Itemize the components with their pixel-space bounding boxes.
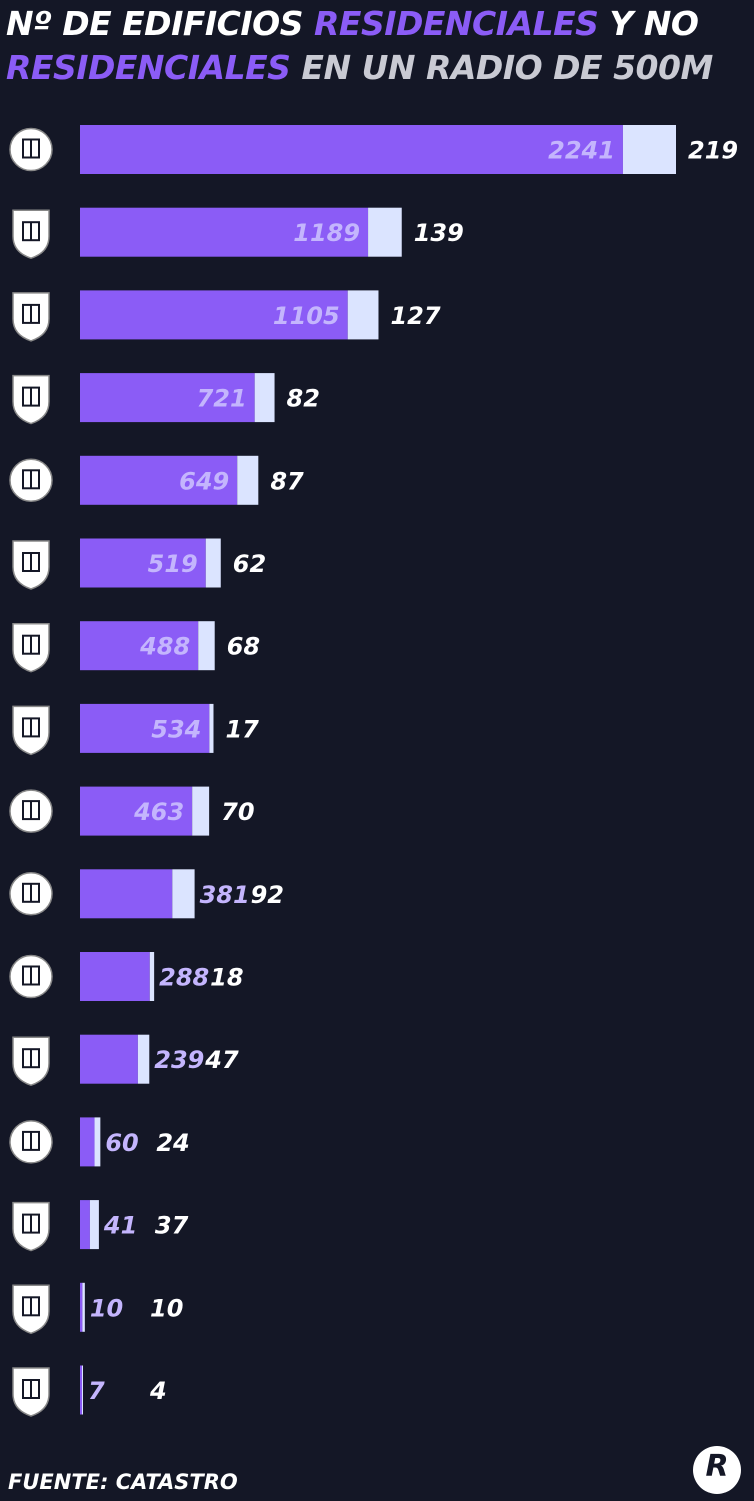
bar-residential-15	[80, 1365, 82, 1415]
label-residential-4: 649	[179, 467, 229, 495]
valladolid-crest	[12, 1284, 50, 1335]
label-non-residential-8: 70	[221, 798, 254, 826]
label-residential-14: 10	[90, 1294, 123, 1322]
label-non-residential-0: 219	[688, 137, 738, 165]
bar-residential-1	[80, 207, 369, 257]
bar-non-residential-11	[137, 1034, 150, 1084]
sevilla-crest	[12, 292, 50, 342]
label-non-residential-3: 82	[287, 385, 320, 413]
brand-logo-text: R	[705, 1449, 729, 1484]
title-part-1: Nº DE EDIFICIOS	[6, 4, 314, 43]
label-non-residential-15: 4	[149, 1377, 167, 1405]
villarreal-crest	[9, 127, 53, 172]
bar-non-residential-9	[172, 869, 195, 919]
title-part-4b: RESIDENCIALES	[6, 48, 291, 87]
label-non-residential-13: 37	[155, 1212, 189, 1240]
label-residential-8: 463	[133, 798, 184, 826]
label-non-residential-9: 92	[251, 881, 284, 909]
label-residential-1: 1189	[293, 219, 360, 247]
bar-non-residential-2	[347, 290, 379, 340]
label-residential-10: 288	[159, 964, 209, 992]
label-residential-13: 41	[103, 1212, 137, 1240]
title-part-4: NO RESIDENCIALES	[6, 4, 699, 87]
label-residential-5: 519	[148, 550, 198, 578]
label-residential-7: 534	[151, 715, 201, 743]
title-part-4a: NO	[643, 4, 699, 43]
celta-crest	[12, 540, 50, 590]
bar-residential-11	[80, 1034, 138, 1084]
bar-chart: 2241 219 1189 139 1105 127 721 82 649 87 519 62 488 6…	[9, 125, 738, 1417]
label-non-residential-10: 18	[210, 964, 243, 992]
bar-non-residential-4	[237, 455, 259, 505]
label-residential-11: 239	[154, 1046, 204, 1074]
atletico-madrid-crest	[12, 1367, 50, 1417]
bar-non-residential-3	[254, 373, 275, 423]
label-residential-12: 60	[105, 1129, 138, 1157]
label-residential-3: 721	[197, 385, 247, 413]
valencia-crest	[9, 789, 53, 833]
bar-non-residential-14	[82, 1282, 85, 1332]
bar-residential-3	[80, 373, 255, 423]
label-residential-6: 488	[139, 633, 190, 661]
bar-residential-5	[80, 538, 206, 588]
title-part-3: Y	[598, 4, 644, 43]
bar-residential-0	[80, 125, 623, 174]
chart-title: Nº DE EDIFICIOS RESIDENCIALES Y NO RESID…	[6, 2, 754, 90]
bar-residential-4	[80, 455, 238, 505]
label-residential-2: 1105	[273, 302, 340, 330]
bar-residential-10	[80, 952, 150, 1001]
title-part-5: EN UN RADIO DE 500M	[290, 48, 713, 87]
label-non-residential-2: 127	[390, 302, 440, 330]
bar-residential-7	[80, 703, 210, 753]
bar-non-residential-6	[198, 621, 215, 671]
label-residential-15: 7	[88, 1377, 105, 1405]
bar-non-residential-13	[89, 1200, 99, 1250]
bar-non-residential-15	[82, 1365, 83, 1415]
rayo-vallecano-crest	[12, 209, 50, 259]
real-betis-crest	[12, 374, 50, 425]
label-non-residential-11: 47	[204, 1046, 239, 1074]
title-part-2: RESIDENCIALES	[313, 4, 599, 43]
bar-non-residential-10	[149, 952, 155, 1001]
bar-residential-6	[80, 621, 199, 671]
bar-residential-9	[80, 869, 173, 919]
label-non-residential-14: 10	[150, 1294, 183, 1322]
mallorca-crest	[12, 1036, 50, 1086]
source-footer: FUENTE: CATASTRO	[8, 1470, 238, 1494]
label-non-residential-5: 62	[233, 550, 266, 578]
leganes-crest	[12, 1201, 50, 1252]
label-non-residential-6: 68	[227, 633, 260, 661]
label-non-residential-7: 17	[225, 715, 259, 743]
bar-non-residential-8	[192, 786, 210, 836]
real-madrid-crest	[9, 872, 53, 916]
las-palmas-crest	[9, 1120, 53, 1164]
brand-logo-icon: R	[693, 1446, 741, 1494]
bar-non-residential-7	[209, 703, 214, 753]
bar-residential-2	[80, 290, 348, 340]
label-residential-9: 381	[200, 881, 250, 909]
bar-residential-12	[80, 1117, 95, 1167]
espanyol-crest	[12, 622, 50, 673]
bar-residential-13	[80, 1200, 90, 1250]
girona-crest	[9, 954, 53, 999]
bar-residential-8	[80, 786, 193, 836]
label-non-residential-12: 24	[156, 1129, 189, 1157]
bar-non-residential-5	[205, 538, 221, 588]
label-non-residential-4: 87	[270, 467, 304, 495]
label-residential-0: 2241	[548, 137, 615, 165]
getafe-crest	[12, 705, 50, 756]
bar-residential-14	[80, 1282, 83, 1332]
bar-non-residential-12	[94, 1117, 101, 1167]
bar-non-residential-1	[368, 207, 402, 257]
label-non-residential-1: 139	[414, 219, 464, 247]
barcelona-crest	[9, 458, 53, 503]
bar-non-residential-0	[622, 125, 676, 174]
